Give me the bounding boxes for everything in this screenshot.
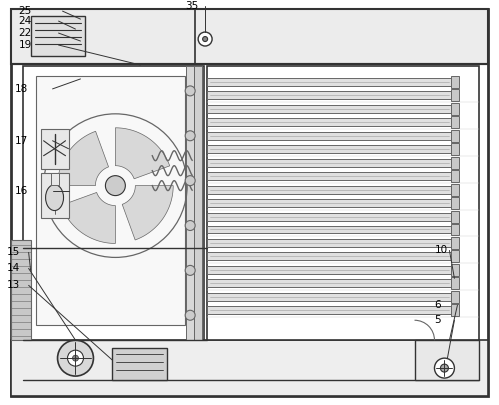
Circle shape xyxy=(185,131,195,141)
Text: 22: 22 xyxy=(18,28,32,38)
Bar xyxy=(194,66,202,340)
Bar xyxy=(50,173,58,185)
Circle shape xyxy=(57,340,93,376)
Text: 6: 6 xyxy=(435,300,441,310)
Bar xyxy=(10,340,489,396)
Circle shape xyxy=(105,176,125,196)
Circle shape xyxy=(67,350,83,366)
Circle shape xyxy=(72,355,78,361)
Bar xyxy=(452,196,460,209)
Bar xyxy=(40,173,68,217)
Text: 13: 13 xyxy=(6,280,20,290)
Bar xyxy=(452,130,460,142)
Bar xyxy=(186,66,194,340)
Bar xyxy=(452,291,460,303)
Text: 5: 5 xyxy=(435,315,441,325)
Text: 19: 19 xyxy=(18,40,32,50)
Bar xyxy=(452,304,460,316)
Bar xyxy=(452,170,460,181)
Bar xyxy=(35,76,185,325)
Bar xyxy=(207,78,452,86)
Circle shape xyxy=(185,176,195,185)
Bar xyxy=(207,118,452,126)
Bar xyxy=(207,172,452,180)
Bar xyxy=(207,185,452,194)
Bar xyxy=(207,279,452,287)
Bar xyxy=(207,226,452,234)
Bar xyxy=(207,198,452,207)
Text: 15: 15 xyxy=(6,247,20,258)
Circle shape xyxy=(185,86,195,96)
Bar xyxy=(207,91,452,99)
Polygon shape xyxy=(115,128,170,179)
Circle shape xyxy=(435,358,455,378)
Ellipse shape xyxy=(45,185,63,211)
Circle shape xyxy=(441,364,449,372)
Bar xyxy=(207,266,452,274)
Bar xyxy=(452,237,460,249)
Bar xyxy=(452,224,460,235)
Circle shape xyxy=(198,32,212,46)
Bar xyxy=(452,250,460,262)
Bar xyxy=(207,105,452,113)
Text: 35: 35 xyxy=(185,1,199,11)
Bar xyxy=(452,76,460,88)
Bar xyxy=(452,116,460,128)
Bar xyxy=(452,277,460,289)
Text: 10: 10 xyxy=(435,245,448,256)
Bar xyxy=(207,293,452,301)
Text: 25: 25 xyxy=(18,6,32,16)
Polygon shape xyxy=(122,185,173,240)
Text: 18: 18 xyxy=(14,84,28,94)
Bar xyxy=(10,9,489,64)
Bar xyxy=(207,66,480,340)
Text: 14: 14 xyxy=(6,263,20,273)
Bar xyxy=(207,213,452,221)
Bar xyxy=(452,157,460,168)
Polygon shape xyxy=(61,192,115,243)
Bar xyxy=(112,348,167,380)
Text: 24: 24 xyxy=(18,16,32,26)
Bar xyxy=(452,183,460,196)
Bar xyxy=(207,239,452,247)
Bar xyxy=(207,306,452,314)
Bar xyxy=(207,132,452,140)
Bar xyxy=(207,252,452,260)
Bar xyxy=(22,66,204,340)
Text: 16: 16 xyxy=(14,185,28,196)
Bar xyxy=(452,143,460,155)
Bar xyxy=(10,241,30,340)
Bar xyxy=(452,103,460,115)
Bar xyxy=(415,340,480,380)
Circle shape xyxy=(185,310,195,320)
Polygon shape xyxy=(57,131,109,185)
Circle shape xyxy=(185,265,195,275)
Bar xyxy=(452,211,460,222)
Bar xyxy=(452,89,460,101)
Text: 17: 17 xyxy=(14,136,28,146)
Bar xyxy=(30,16,85,56)
Bar xyxy=(207,159,452,167)
Bar xyxy=(40,129,68,168)
Circle shape xyxy=(203,36,208,42)
Bar xyxy=(452,264,460,276)
Circle shape xyxy=(185,221,195,230)
Bar xyxy=(207,145,452,153)
